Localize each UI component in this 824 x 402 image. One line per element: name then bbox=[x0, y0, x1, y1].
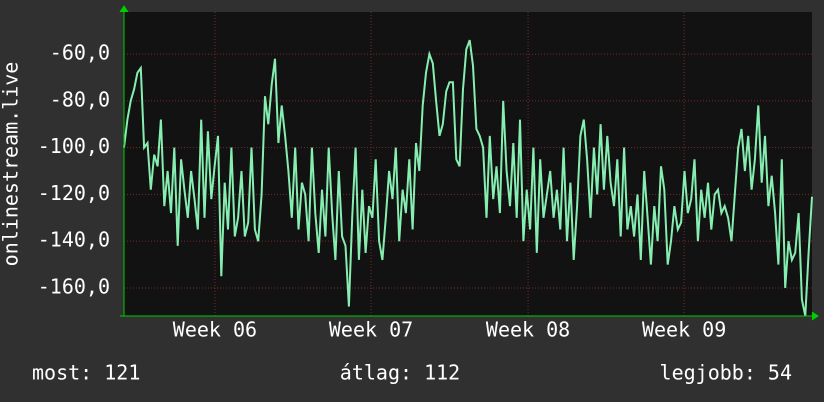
plot-area bbox=[124, 12, 812, 316]
y-tick-label: -140,0 bbox=[38, 228, 110, 252]
plot bbox=[123, 12, 813, 317]
y-tick-label: -80,0 bbox=[50, 87, 110, 111]
y-tick-label: -160,0 bbox=[38, 274, 110, 298]
y-axis-label: onlinestream.live bbox=[0, 62, 23, 267]
y-tick-label: -120,0 bbox=[38, 181, 110, 205]
x-tick-label: Week 08 bbox=[486, 318, 570, 342]
stat: átlag: 112 bbox=[340, 361, 460, 385]
x-tick-label: Week 09 bbox=[642, 318, 726, 342]
x-tick-label: Week 07 bbox=[329, 318, 413, 342]
x-tick-label: Week 06 bbox=[173, 318, 257, 342]
stat: most: 121 bbox=[32, 361, 140, 385]
x-axis bbox=[120, 311, 819, 321]
y-tick-label: -60,0 bbox=[50, 41, 110, 65]
y-axis bbox=[119, 5, 129, 316]
stat: legjobb: 54 bbox=[660, 361, 792, 385]
y-tick-label: -100,0 bbox=[38, 134, 110, 158]
series-line bbox=[123, 39, 813, 317]
